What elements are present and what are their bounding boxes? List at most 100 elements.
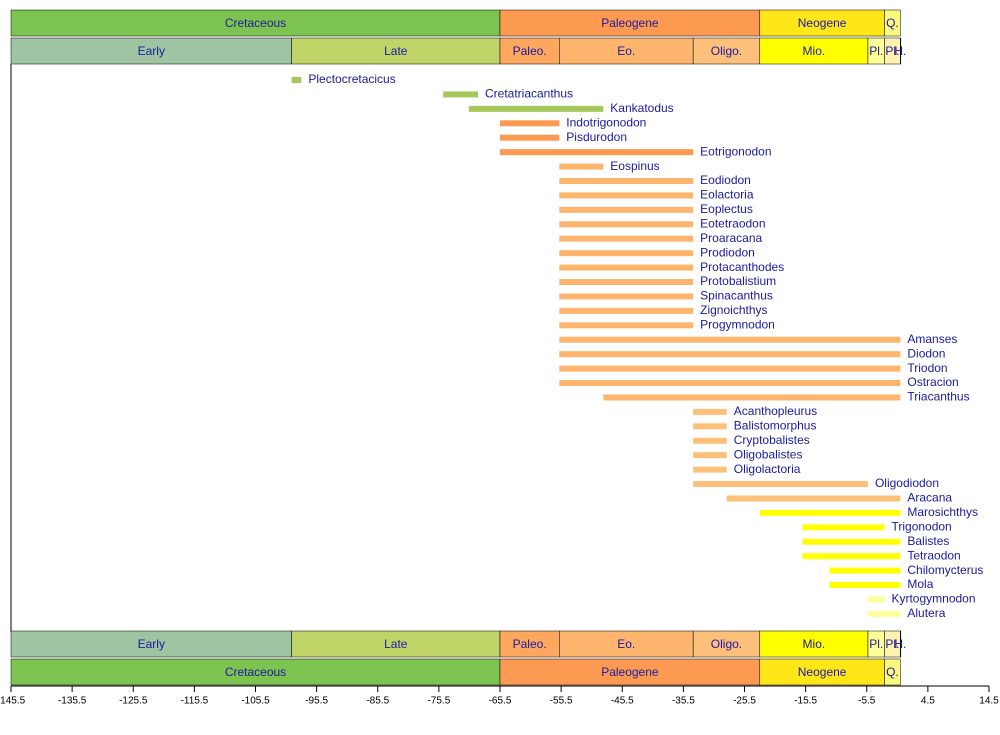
taxon-bar [559, 351, 901, 358]
period-label: Q. [886, 16, 899, 30]
x-tick-label: -45.5 [611, 696, 634, 707]
taxon-label: Spinacanthus [700, 289, 773, 303]
taxon-label: Eotetraodon [700, 216, 765, 230]
x-tick-label: -105.5 [241, 696, 270, 707]
taxon-bar [693, 481, 868, 488]
taxon-label: Protobalistium [700, 274, 776, 288]
epoch-label: Pl. [885, 44, 899, 58]
taxon-bar [500, 134, 560, 141]
taxon-bar [559, 206, 694, 213]
epoch-label: Eo. [617, 44, 635, 58]
epoch [291, 630, 501, 658]
taxon-bar [559, 365, 901, 372]
epoch [499, 37, 560, 65]
taxon-bar [693, 452, 727, 459]
taxon-bar [559, 380, 901, 387]
taxon-label: Oligolactoria [734, 462, 801, 476]
epoch-label: Mio. [803, 44, 826, 58]
period [10, 658, 501, 686]
taxon-label: Eotrigonodon [700, 144, 771, 158]
taxon-bar [500, 120, 560, 127]
epoch [900, 37, 902, 65]
period-label: Q. [886, 665, 899, 679]
period-label: Cretaceous [225, 665, 286, 679]
epoch [10, 630, 292, 658]
epoch-label: Early [138, 44, 165, 58]
epoch-label: Late [384, 637, 408, 651]
x-tick-label: -25.5 [733, 696, 756, 707]
period [499, 658, 761, 686]
x-tick-label: -145.5 [0, 696, 26, 707]
epoch-label: H. [894, 637, 906, 651]
period-label: Paleogene [601, 665, 659, 679]
x-tick-label: -115.5 [181, 696, 209, 707]
taxon-bar [468, 105, 604, 112]
taxon-label: Progymnodon [700, 317, 775, 331]
epoch [692, 630, 761, 658]
x-tick-label: -15.5 [794, 696, 817, 707]
epoch [499, 630, 560, 658]
taxon-label: Diodon [907, 346, 945, 360]
x-tick-label: -85.5 [366, 696, 389, 707]
x-tick-label: 14.5 [979, 696, 999, 707]
x-tick-label: -65.5 [489, 696, 512, 707]
epoch [559, 37, 694, 65]
taxon-bar [603, 394, 901, 401]
taxon-label: Pisdurodon [566, 130, 627, 144]
taxon-label: Plectocretacicus [308, 72, 395, 86]
period [759, 9, 885, 37]
epoch-label: Pl. [869, 44, 883, 58]
taxon-label: Kankatodus [610, 101, 673, 115]
taxon-bar [559, 307, 694, 314]
taxon-bar [559, 250, 694, 257]
taxon-label: Oligodiodon [875, 476, 939, 490]
period [884, 9, 901, 37]
taxon-bar [802, 538, 901, 545]
period [884, 658, 901, 686]
taxon-label: Cretatriacanthus [485, 87, 573, 101]
taxon-label: Chilomycterus [907, 563, 983, 577]
epoch [900, 630, 902, 658]
taxon-bar [802, 553, 901, 560]
epoch [559, 630, 694, 658]
x-tick-label: -5.5 [858, 696, 876, 707]
taxon-label: Prodiodon [700, 245, 755, 259]
period-label: Neogene [798, 665, 847, 679]
taxon-bar [693, 408, 727, 415]
epoch-label: Mio. [803, 637, 826, 651]
taxon-label: Proaracana [700, 231, 762, 245]
taxon-label: Kyrtogymnodon [891, 592, 975, 606]
taxon-label: Oligobalistes [734, 447, 803, 461]
taxon-label: Zignoichthys [700, 303, 767, 317]
taxon-label: Eolactoria [700, 188, 754, 202]
x-tick-label: -135.5 [58, 696, 87, 707]
taxon-label: Alutera [907, 606, 945, 620]
taxon-bar [726, 495, 901, 502]
epoch-label: Oligo. [711, 637, 742, 651]
taxon-label: Marosichthys [907, 505, 978, 519]
taxon-bar [559, 264, 694, 271]
taxon-bar [867, 596, 885, 603]
period [759, 658, 885, 686]
x-tick-label: -125.5 [119, 696, 148, 707]
period-label: Neogene [798, 16, 847, 30]
taxon-bar [559, 293, 694, 300]
taxon-bar [559, 163, 604, 170]
taxon-label: Ostracion [907, 375, 958, 389]
epoch [291, 37, 501, 65]
taxon-bar [291, 77, 302, 83]
taxon-bar [867, 610, 901, 617]
taxon-label: Mola [907, 577, 933, 591]
taxon-bar [759, 509, 901, 516]
epoch-label: Eo. [617, 637, 635, 651]
taxon-bar [559, 322, 694, 329]
taxon-label: Balistomorphus [734, 418, 817, 432]
epoch [759, 630, 869, 658]
taxon-bar [693, 423, 727, 430]
taxon-label: Tetraodon [907, 548, 960, 562]
x-tick-label: -35.5 [672, 696, 695, 707]
taxon-label: Indotrigonodon [566, 115, 646, 129]
taxon-bar [693, 437, 727, 444]
taxon-bar [559, 221, 694, 228]
taxon-label: Triacanthus [907, 390, 969, 404]
